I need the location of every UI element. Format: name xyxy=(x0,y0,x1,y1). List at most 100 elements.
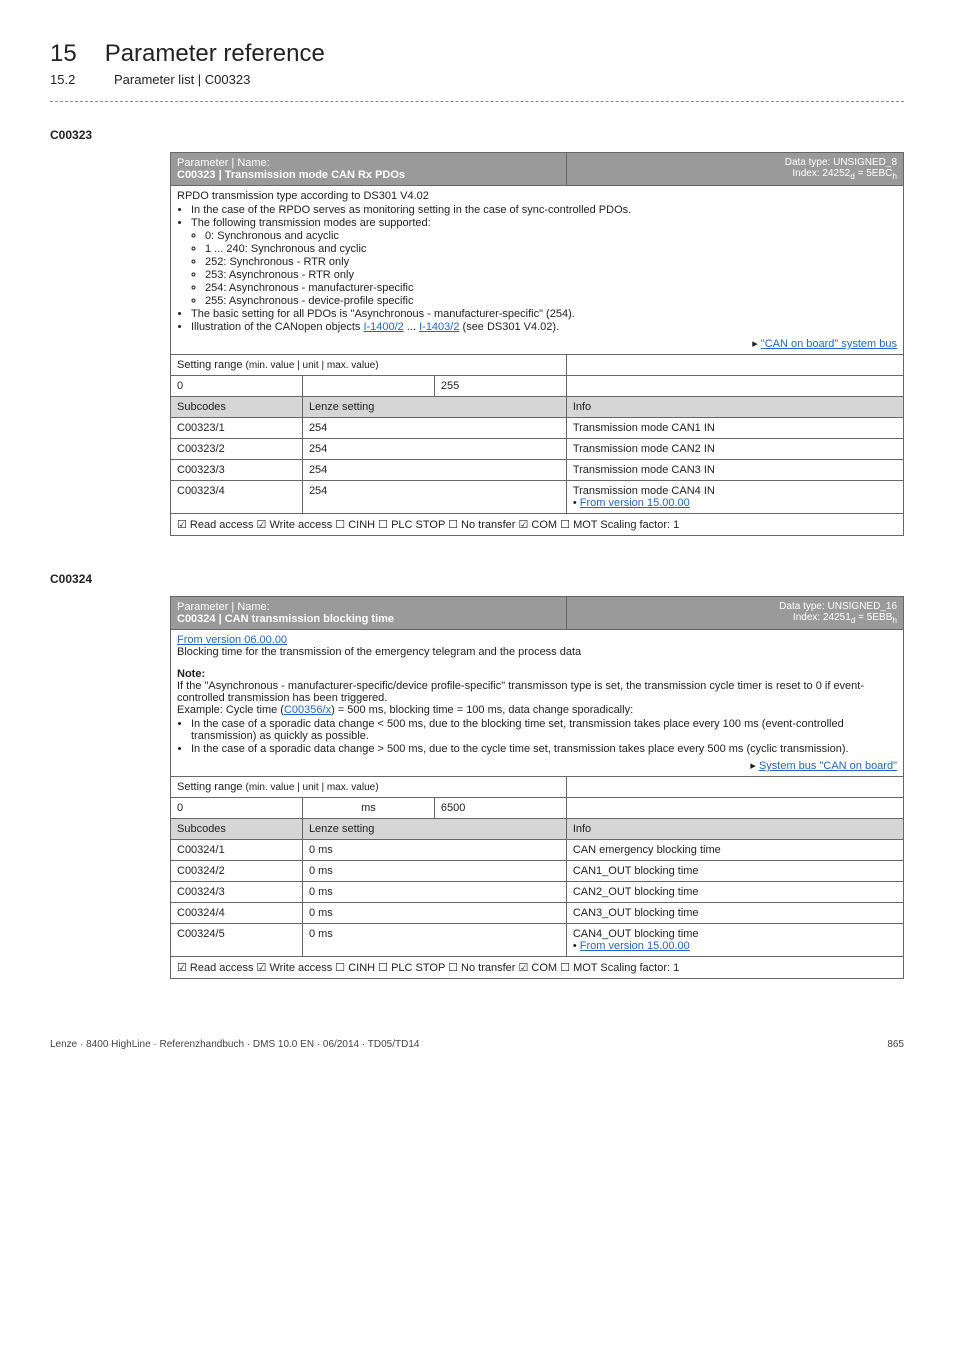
footer-flags: ☑ Read access ☑ Write access ☐ CINH ☐ PL… xyxy=(171,957,904,979)
arrow-icon: ▸ xyxy=(750,760,759,772)
body-sub-bullet: 1 ... 240: Synchronous and cyclic xyxy=(205,243,897,255)
subcode-cell: C00323/2 xyxy=(171,439,303,460)
lenze-cell: 254 xyxy=(302,460,566,481)
body-bullet: Illustration of the CANopen objects I-14… xyxy=(191,321,897,333)
body-sub-bullet: 0: Synchronous and acyclic xyxy=(205,230,897,242)
after2-mid: ... xyxy=(404,321,419,333)
header-left-cell: Parameter | Name: C00324 | CAN transmiss… xyxy=(171,597,567,630)
footer-page-number: 865 xyxy=(887,1039,904,1050)
setting-empty xyxy=(566,376,903,397)
table-header-row: Parameter | Name: C00324 | CAN transmiss… xyxy=(171,597,904,630)
body-sub-bullet: 254: Asynchronous - manufacturer-specifi… xyxy=(205,282,897,294)
param-table-c00323: Parameter | Name: C00323 | Transmission … xyxy=(170,152,904,536)
footer-left: Lenze · 8400 HighLine · Referenzhandbuch… xyxy=(50,1039,419,1050)
param-id-c00323: C00323 xyxy=(50,128,904,142)
setting-range-values: 0 255 xyxy=(171,376,904,397)
lenze-cell: 0 ms xyxy=(302,840,566,861)
info-cell: CAN emergency blocking time xyxy=(566,840,903,861)
hr-l2-sub2: h xyxy=(892,171,897,181)
hr-l2-eq: = 5EBC xyxy=(855,168,893,179)
info-a: CAN4_OUT blocking time xyxy=(573,928,699,940)
footer-row: ☑ Read access ☑ Write access ☐ CINH ☐ PL… xyxy=(171,957,904,979)
setting-range-empty xyxy=(566,777,903,798)
hr-l2-eq: = 5EBB xyxy=(855,612,892,623)
link-c00356[interactable]: C00356/x xyxy=(284,704,331,716)
setting-min: 0 xyxy=(171,798,303,819)
body-bullet-text: The following transmission modes are sup… xyxy=(191,217,431,229)
from-version-link[interactable]: From version 06.00.00 xyxy=(177,634,287,646)
body-line1: Blocking time for the transmission of th… xyxy=(177,646,581,658)
subcode-cell: C00324/5 xyxy=(171,924,303,957)
info-cell: CAN1_OUT blocking time xyxy=(566,861,903,882)
info-a: Transmission mode CAN4 IN xyxy=(573,485,715,497)
ex-pre: Example: Cycle time ( xyxy=(177,704,284,716)
header-left-name: C00323 | Transmission mode CAN Rx PDOs xyxy=(177,169,405,181)
lenze-hdr: Lenze setting xyxy=(302,819,566,840)
link-i1403[interactable]: I-1403/2 xyxy=(419,321,459,333)
setting-range-label: Setting range xyxy=(177,781,242,793)
lenze-cell: 254 xyxy=(302,439,566,460)
header-left-label: Parameter | Name: xyxy=(177,601,270,613)
hr-l2a: Index: 24251 xyxy=(793,612,851,623)
body-sub-bullets: 0: Synchronous and acyclic 1 ... 240: Sy… xyxy=(191,230,897,307)
from-version-link[interactable]: From version 15.00.00 xyxy=(580,940,690,952)
footer-flags: ☑ Read access ☑ Write access ☐ CINH ☐ PL… xyxy=(171,514,904,536)
param-id-c00324: C00324 xyxy=(50,572,904,586)
info-cell: CAN2_OUT blocking time xyxy=(566,882,903,903)
lenze-hdr: Lenze setting xyxy=(302,397,566,418)
page-footer: Lenze · 8400 HighLine · Referenzhandbuch… xyxy=(50,1039,904,1050)
header-left-label: Parameter | Name: xyxy=(177,157,270,169)
from-version-link[interactable]: From version 15.00.00 xyxy=(580,497,690,509)
table-row: C00324/3 0 ms CAN2_OUT blocking time xyxy=(171,882,904,903)
lenze-cell: 0 ms xyxy=(302,903,566,924)
after2-post: (see DS301 V4.02). xyxy=(459,321,559,333)
arrow-link-row: ▸ "CAN on board" system bus xyxy=(177,337,897,350)
table-row: C00323/4 254 Transmission mode CAN4 IN •… xyxy=(171,481,904,514)
note-label: Note: xyxy=(177,668,897,680)
lenze-cell: 0 ms xyxy=(302,924,566,957)
chapter-number: 15 xyxy=(50,40,77,68)
subcode-cell: C00323/1 xyxy=(171,418,303,439)
lenze-cell: 0 ms xyxy=(302,882,566,903)
header-right-l1: Data type: UNSIGNED_8 xyxy=(785,157,897,168)
header-divider xyxy=(50,101,904,102)
arrow-link-sysbus[interactable]: System bus "CAN on board" xyxy=(759,760,897,772)
subcode-header-row: Subcodes Lenze setting Info xyxy=(171,819,904,840)
body-sub-bullet: 255: Asynchronous - device-profile speci… xyxy=(205,295,897,307)
table-row: C00323/3 254 Transmission mode CAN3 IN xyxy=(171,460,904,481)
body-intro: RPDO transmission type according to DS30… xyxy=(177,190,429,202)
link-i1400[interactable]: I-1400/2 xyxy=(363,321,403,333)
footer-row: ☑ Read access ☑ Write access ☐ CINH ☐ PL… xyxy=(171,514,904,536)
header-left-cell: Parameter | Name: C00323 | Transmission … xyxy=(171,153,567,186)
setting-range-empty xyxy=(566,355,903,376)
subcode-cell: C00324/4 xyxy=(171,903,303,924)
body-cell: From version 06.00.00 Blocking time for … xyxy=(171,630,904,777)
param-table-c00324: Parameter | Name: C00324 | CAN transmiss… xyxy=(170,596,904,979)
setting-range-label-cell: Setting range (min. value | unit | max. … xyxy=(171,777,567,798)
setting-unit: ms xyxy=(302,798,434,819)
info-cell: CAN3_OUT blocking time xyxy=(566,903,903,924)
body-row: RPDO transmission type according to DS30… xyxy=(171,186,904,355)
body-cell: RPDO transmission type according to DS30… xyxy=(171,186,904,355)
note-example: Example: Cycle time (C00356/x) = 500 ms,… xyxy=(177,704,633,716)
setting-range-detail: (min. value | unit | max. value) xyxy=(246,360,379,371)
subcode-header-row: Subcodes Lenze setting Info xyxy=(171,397,904,418)
table-row: C00324/4 0 ms CAN3_OUT blocking time xyxy=(171,903,904,924)
setting-min: 0 xyxy=(171,376,303,397)
info-hdr: Info xyxy=(566,397,903,418)
arrow-icon: ▸ xyxy=(752,338,761,350)
body-sub-bullet: 252: Synchronous - RTR only xyxy=(205,256,897,268)
setting-max: 255 xyxy=(434,376,566,397)
note-line1: If the "Asynchronous - manufacturer-spec… xyxy=(177,680,864,704)
setting-range-label: Setting range xyxy=(177,359,242,371)
lenze-cell: 0 ms xyxy=(302,861,566,882)
header-right-cell: Data type: UNSIGNED_8 Index: 24252d = 5E… xyxy=(566,153,903,186)
setting-empty xyxy=(566,798,903,819)
section-title: Parameter list | C00323 xyxy=(114,72,250,87)
subcode-cell: C00323/4 xyxy=(171,481,303,514)
arrow-link-can[interactable]: "CAN on board" system bus xyxy=(761,338,897,350)
setting-range-row: Setting range (min. value | unit | max. … xyxy=(171,777,904,798)
setting-unit xyxy=(302,376,434,397)
lenze-cell: 254 xyxy=(302,418,566,439)
info-cell: Transmission mode CAN4 IN • From version… xyxy=(566,481,903,514)
